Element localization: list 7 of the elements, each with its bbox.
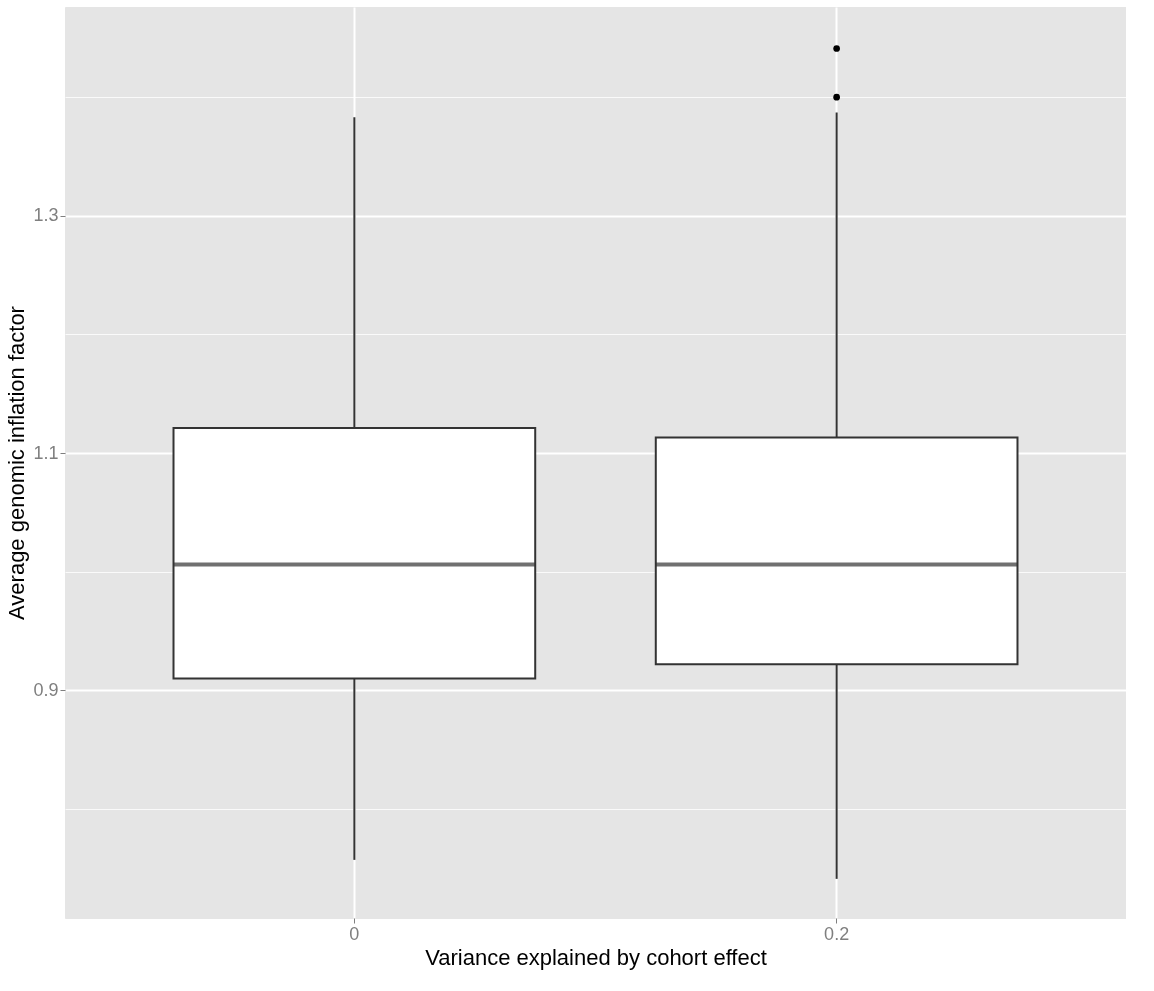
- y-tick-label: 1.3: [33, 205, 59, 226]
- x-axis-title: Variance explained by cohort effect: [425, 944, 767, 970]
- y-tick-label: 1.1: [33, 442, 59, 463]
- x-tick-label: 0: [349, 923, 360, 944]
- y-axis-title: Average genomic inflation factor: [4, 306, 30, 620]
- x-tick-label: 0.2: [824, 923, 850, 944]
- y-tick-label: 0.9: [33, 679, 59, 700]
